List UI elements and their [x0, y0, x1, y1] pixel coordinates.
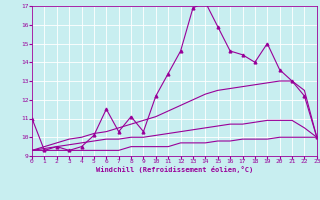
- X-axis label: Windchill (Refroidissement éolien,°C): Windchill (Refroidissement éolien,°C): [96, 166, 253, 173]
